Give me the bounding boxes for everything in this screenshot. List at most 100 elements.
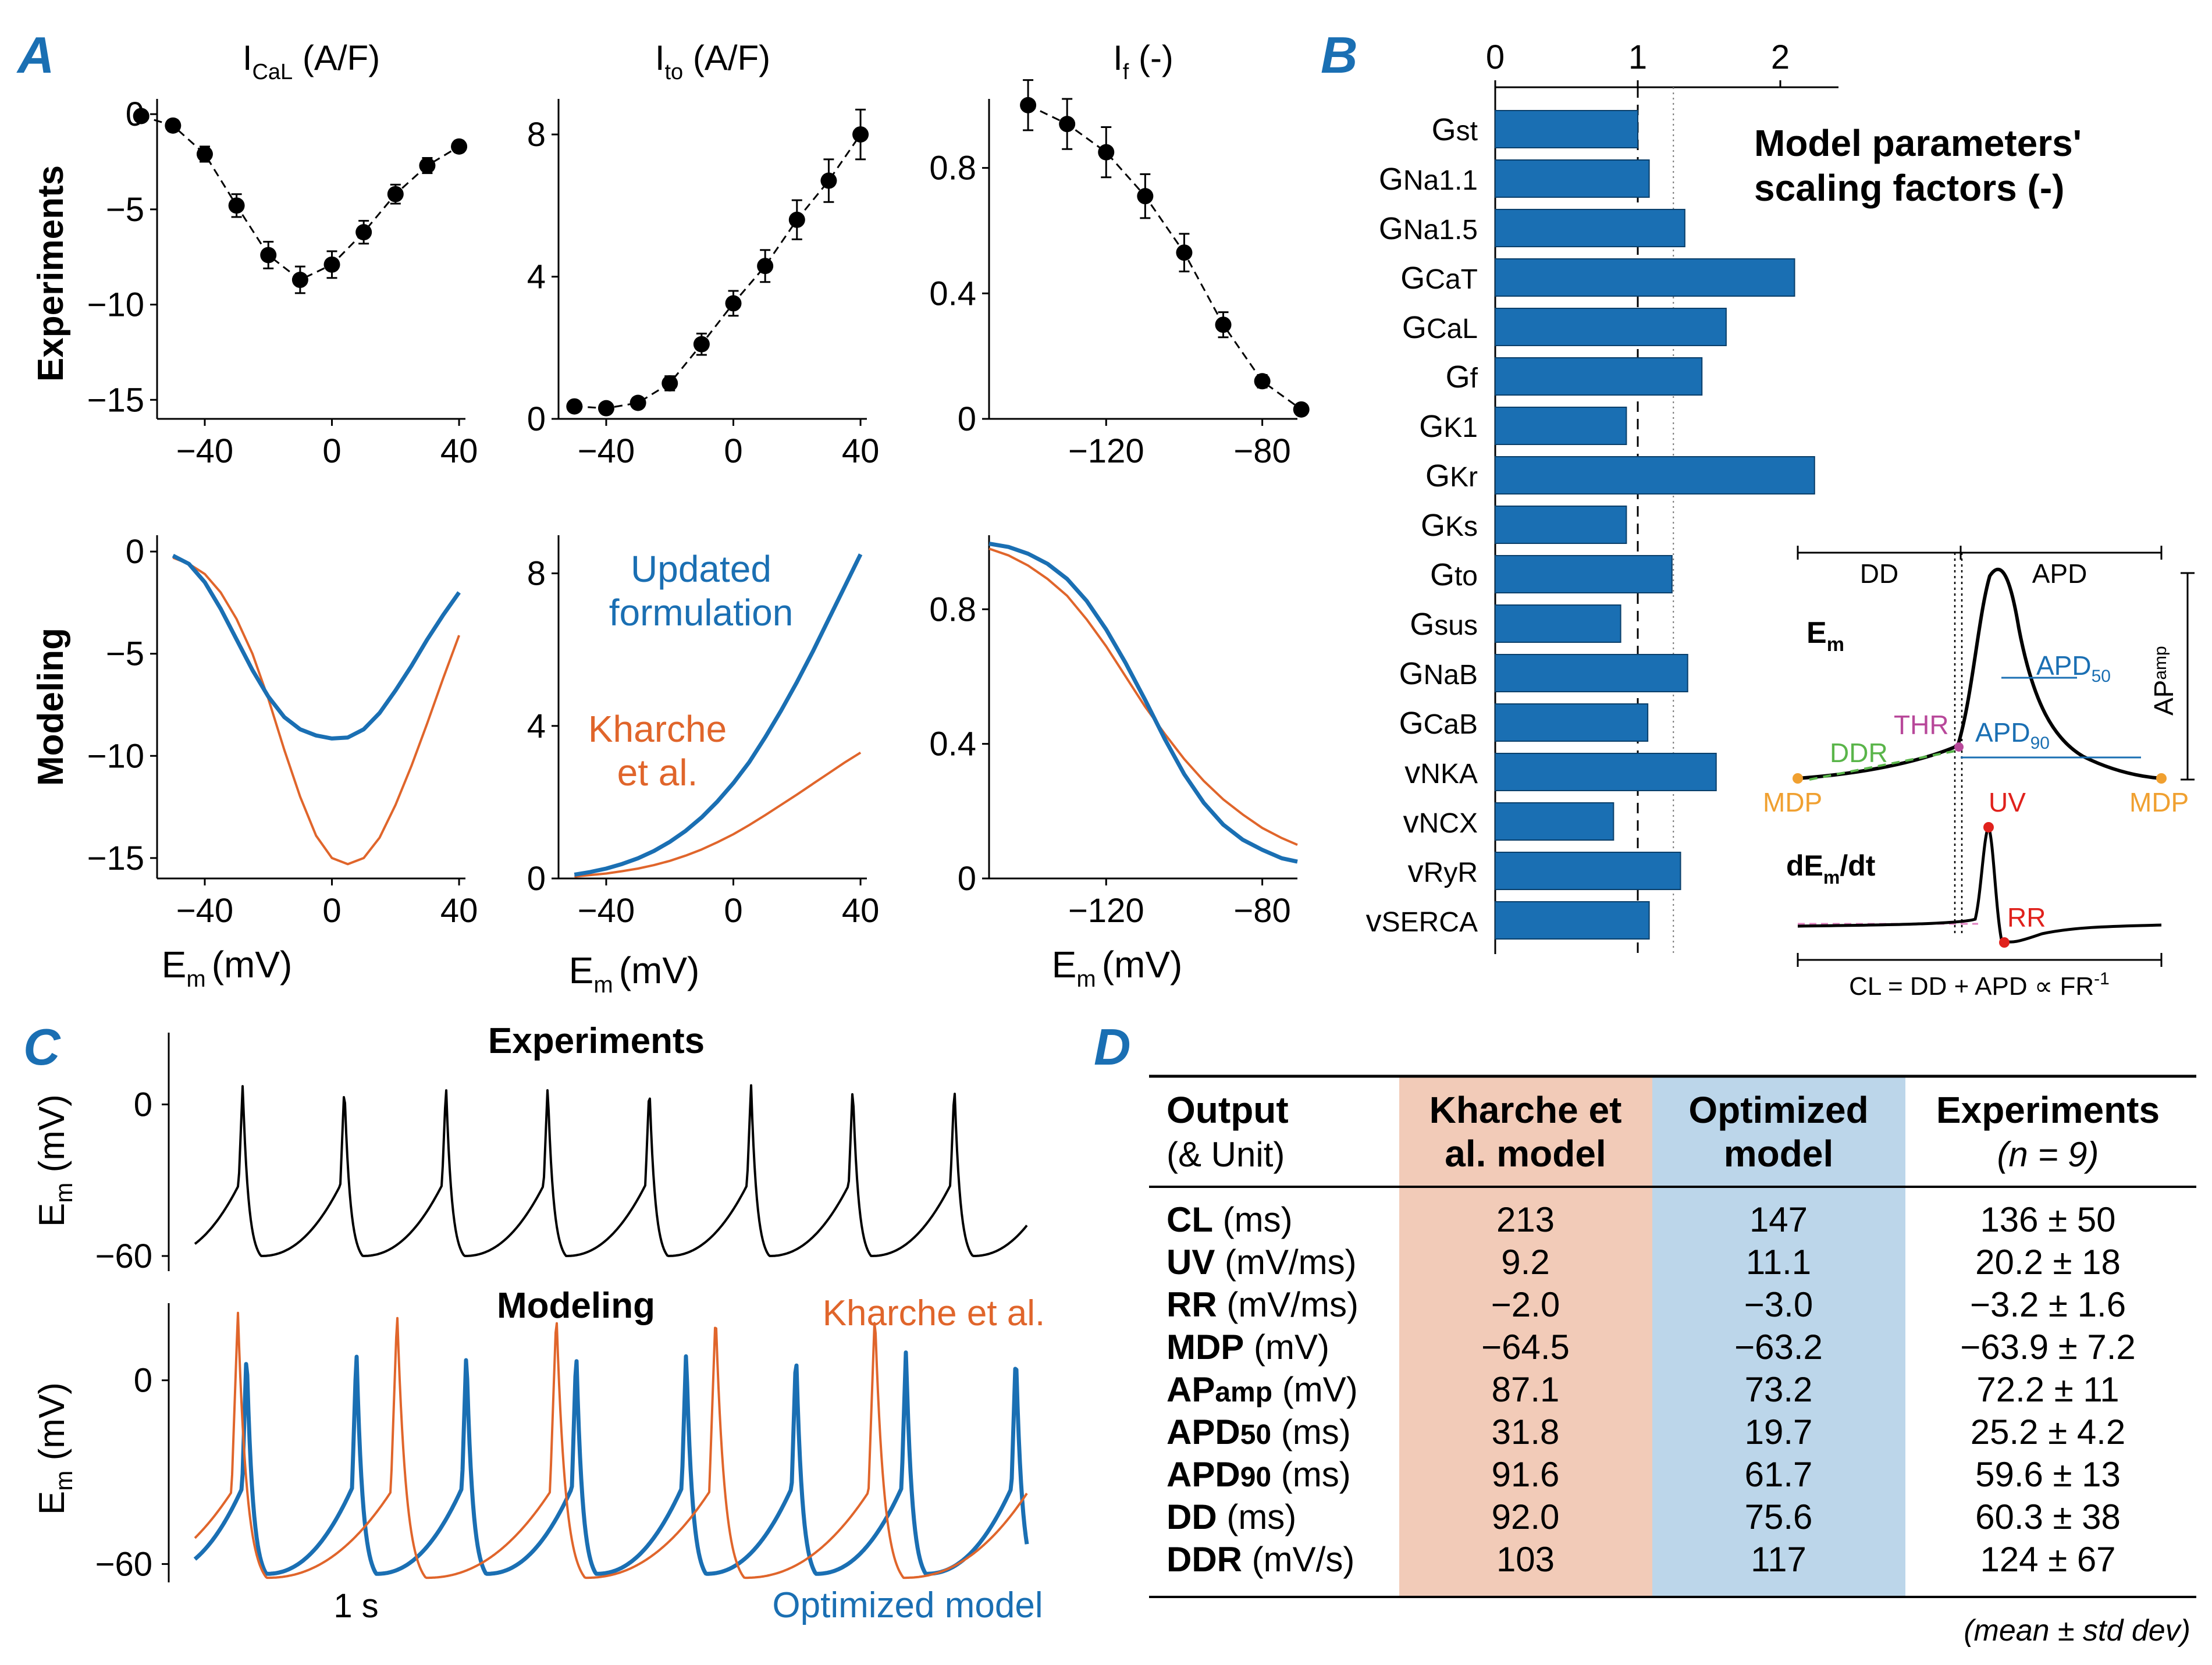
row-label: DD (ms) [1167,1497,1296,1536]
x-tick-label: 40 [842,892,880,930]
cell-optimized: 75.6 [1745,1497,1813,1536]
panel-letter-d: D [1094,1018,1131,1076]
plot-title: ICaL (A/F) [243,38,380,84]
bar-label: GCaL [1402,310,1478,345]
xlabel-unit: (mV) [619,949,700,991]
bar-GNaB [1495,654,1688,692]
bar-tick-label: 2 [1771,38,1790,76]
mdp-right-label: MDP [2129,787,2189,817]
panel-letter-b: B [1321,26,1358,84]
y-tick-label: 0 [958,400,976,438]
trace-orange [194,1311,1028,1579]
cell-optimized: 73.2 [1745,1370,1813,1409]
cell-experiments: −63.9 ± 7.2 [1960,1328,2136,1367]
cell-experiments: 72.2 ± 11 [1976,1370,2119,1409]
table-row: DD (ms) 92.0 75.6 60.3 ± 38 [1167,1497,2121,1536]
table-body: CL (ms) 213 147 136 ± 50 UV (mV/ms) 9.2 11.1 20… [1167,1200,2136,1579]
bar-Gto [1495,555,1673,593]
cell-experiments: −3.2 ± 1.6 [1970,1285,2126,1324]
bar-label: vSERCA [1366,903,1478,938]
cell-experiments: 136 ± 50 [1980,1200,2115,1239]
apd90-label: APD90 [1975,717,2050,753]
row-label: APD90 (ms) [1167,1455,1351,1494]
cell-kharche: 91.6 [1492,1455,1560,1494]
y-tick-label: 0.4 [929,725,976,763]
apd-label: APD [2032,558,2087,589]
dd-label: DD [1860,558,1898,589]
legend-kharche-line1: Kharche [588,708,727,750]
y-tick-label: 4 [527,258,546,296]
trace-title-modeling: Modeling [497,1286,655,1326]
x-tick-label: −40 [176,892,233,930]
bar-Gsus [1495,604,1621,643]
apd50-label: APD50 [2036,650,2111,686]
bar-label: vNKA [1404,755,1478,790]
table-header-line2: (& Unit) [1167,1135,1285,1174]
rr-label: RR [2007,902,2046,933]
x-tick-label: −40 [578,892,635,930]
ddr-label: DDR [1830,738,1888,768]
y-tick-label: −15 [87,839,144,877]
trace-tick-label: 0 [134,1086,152,1123]
series-line-orange [574,752,862,878]
bar-label: GNaB [1399,656,1478,691]
fit-line [141,115,460,281]
data-point [852,126,869,143]
table-header-line2: (n = 9) [1997,1135,2099,1174]
data-point [133,108,150,124]
data-point [228,197,245,214]
data-point [1254,373,1271,390]
cell-kharche: −64.5 [1481,1328,1570,1367]
data-point [165,117,182,134]
x-tick-label: 0 [724,892,742,930]
cell-optimized: 117 [1751,1540,1806,1579]
x-tick-label: −120 [1068,432,1144,470]
series-line-blue [574,553,863,877]
ap-waveform [1797,567,2162,780]
derivative-waveform [1797,824,2162,944]
bar-vNKA [1495,753,1717,791]
x-tick-label: 40 [842,432,880,470]
table-header-line2: al. model [1445,1133,1606,1175]
uv-label: UV [1989,787,2026,817]
data-point [598,400,614,417]
cell-optimized: 147 [1749,1200,1808,1239]
cell-experiments: 60.3 ± 38 [1975,1497,2121,1536]
bar-label: GCaT [1400,261,1478,296]
bar-Gst [1495,110,1638,148]
row-label: RR (mV/ms) [1167,1285,1359,1324]
x-tick-label: −80 [1233,892,1290,930]
bar-chart-title-line1: Model parameters' [1754,122,2082,164]
bar-Gf [1495,357,1703,396]
x-tick-label: −40 [176,432,233,470]
bar-tick-label: 1 [1628,38,1647,76]
trace-tick-label: −60 [95,1237,152,1275]
svg-text:Em(mV): Em (mV) [162,944,293,992]
bar-label: GKr [1425,458,1478,493]
data-point [451,138,468,155]
trace-legend-kharche: Kharche et al. [823,1293,1045,1333]
y-tick-label: 0 [527,400,546,438]
x-tick-label: 0 [724,432,742,470]
xlabel-unit: (mV) [1102,944,1183,986]
table-row: MDP (mV) −64.5 −63.2 −63.9 ± 7.2 [1167,1328,2136,1367]
xlabel-3: Em (mV) [1052,944,1183,992]
table-header-line1: Output [1167,1089,1289,1131]
data-point [323,256,340,273]
bar-label: vNCX [1403,805,1478,839]
deriv-label: dEm/dt [1786,849,1876,888]
y-tick-label: 4 [527,707,546,745]
y-tick-label: 0 [126,533,144,571]
bar-vSERCA [1495,901,1650,940]
row-label: UV (mV/ms) [1167,1243,1357,1282]
data-point [693,336,710,353]
cell-kharche: 9.2 [1501,1243,1549,1282]
cell-kharche: 87.1 [1492,1370,1560,1409]
trace-ylabel-top: Em (mV) [32,1094,77,1227]
bar-label: Gto [1430,557,1478,592]
chart-ito_exp: 0 4 8 −40 0 40 Ito (A/F) [527,38,880,470]
ap-amp-label: APamp [2149,646,2179,716]
bar-label: GKs [1421,508,1478,543]
thr-label: THR [1894,710,1949,740]
